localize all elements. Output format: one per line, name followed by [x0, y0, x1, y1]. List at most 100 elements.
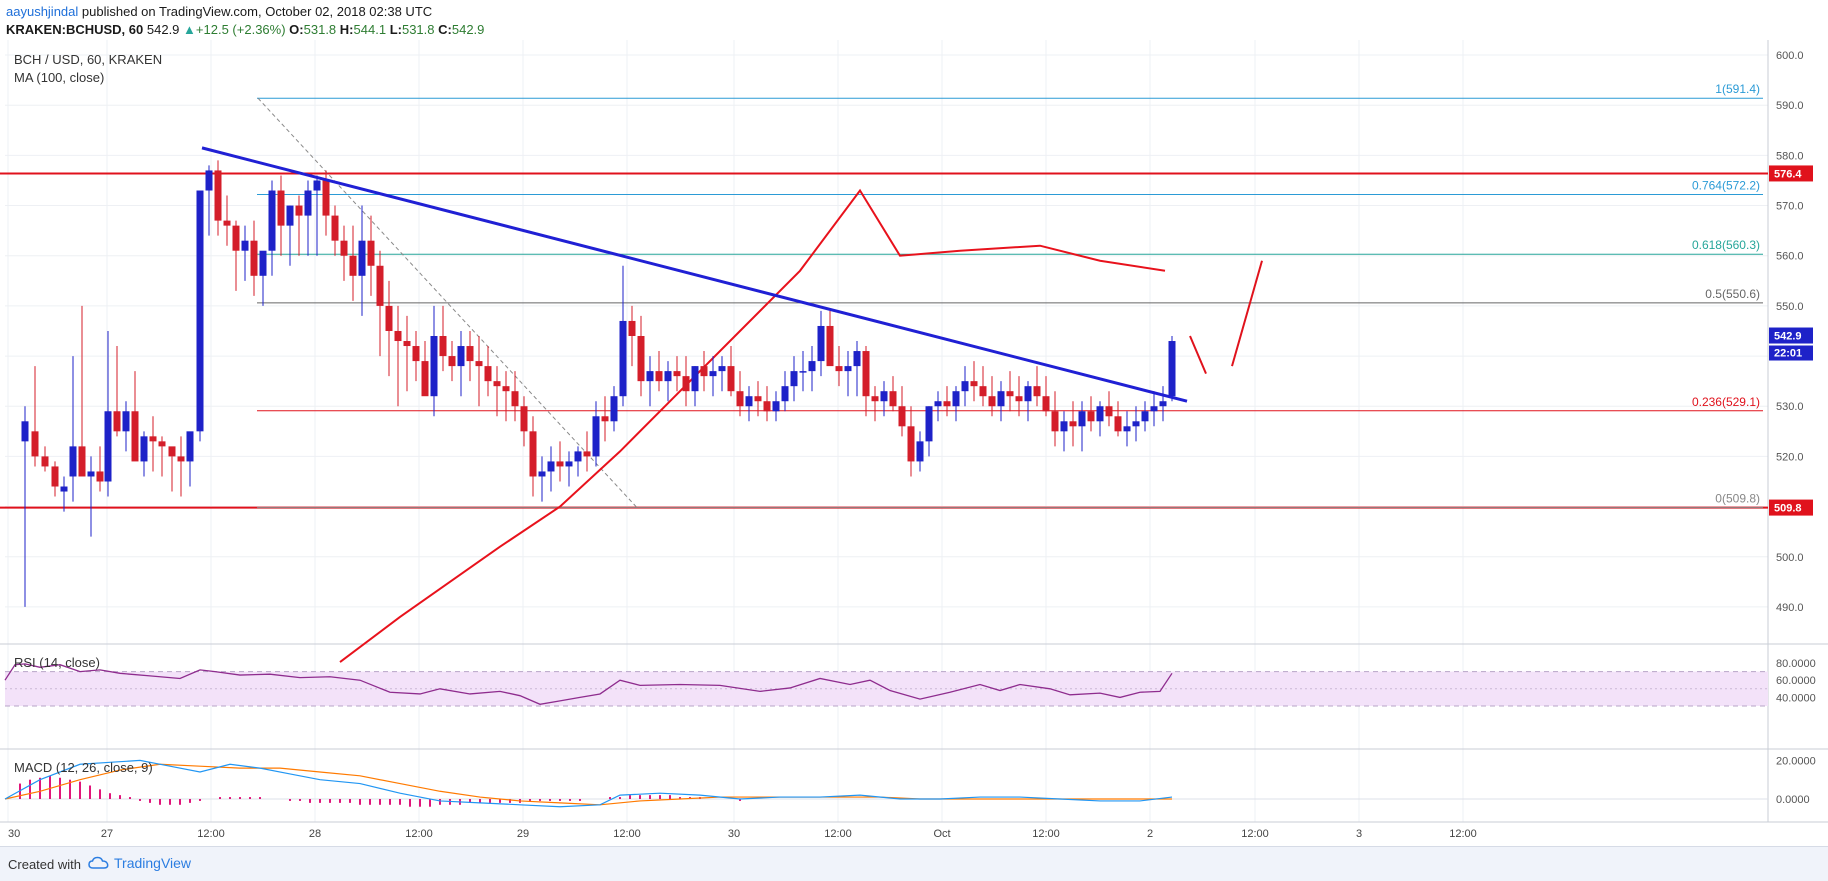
candle-body	[122, 411, 130, 432]
candle-body	[448, 356, 456, 367]
candle-body	[1042, 396, 1050, 412]
high-label: H:	[339, 22, 354, 37]
candle-body	[538, 471, 546, 477]
symbol-label: KRAKEN:BCHUSD, 60	[6, 22, 144, 37]
candle-body	[158, 441, 166, 447]
last-price: 542.9	[146, 22, 180, 37]
candle-body	[916, 441, 924, 462]
published-text: published on TradingView.com, October 02…	[78, 4, 433, 19]
candle-body	[313, 180, 321, 191]
candle-body	[763, 401, 771, 412]
candle-body	[113, 411, 121, 432]
ma-legend: MA (100, close)	[14, 70, 105, 85]
candle-body	[907, 426, 915, 462]
open-label: O:	[289, 22, 304, 37]
close-value: 542.9	[451, 22, 485, 37]
fib-level-label: 0(509.8)	[1715, 492, 1760, 506]
candle-body	[934, 401, 942, 407]
candle-body	[140, 436, 148, 462]
time-tick-label: 3	[1356, 828, 1362, 840]
level-509-badge: 509.8	[1774, 503, 1802, 515]
candle-body	[439, 336, 447, 357]
candle-body	[844, 366, 852, 372]
candle-body	[952, 391, 960, 407]
candle-body	[754, 396, 762, 402]
candle-body	[104, 411, 112, 482]
candle-body	[457, 346, 465, 367]
time-tick-label: 30	[728, 828, 740, 840]
candle-body	[31, 431, 39, 457]
price-change: +12.5 (+2.36%)	[195, 22, 286, 37]
candle-body	[41, 456, 49, 467]
candle-body	[268, 190, 276, 251]
price-tick-label: 530.0	[1776, 401, 1804, 413]
candle-body	[1168, 341, 1176, 397]
candle-body	[979, 386, 987, 397]
candle-body	[214, 170, 222, 221]
price-tick-label: 550.0	[1776, 301, 1804, 313]
candle-body	[637, 336, 645, 382]
candle-body	[565, 461, 573, 467]
footer-bar: Created with TradingView	[0, 846, 1828, 881]
candle-body	[385, 305, 393, 331]
candle-body	[808, 361, 816, 372]
candle-body	[60, 486, 68, 492]
price-chart-svg[interactable]: 600.0590.0580.0570.0560.0550.0540.0530.0…	[0, 0, 1828, 846]
candle-body	[286, 205, 294, 226]
time-tick-label: Oct	[933, 828, 950, 840]
time-tick-label: 27	[101, 828, 113, 840]
time-tick-label: 28	[309, 828, 321, 840]
time-tick-label: 29	[517, 828, 529, 840]
price-tick-label: 600.0	[1776, 50, 1804, 62]
candle-body	[69, 446, 77, 477]
ma100-line	[339, 188, 1166, 663]
candle-body	[493, 381, 501, 387]
fib-level-label: 0.764(572.2)	[1692, 179, 1760, 193]
candle-body	[1141, 411, 1149, 422]
close-label: C:	[438, 22, 452, 37]
fib-diagonal-line	[257, 97, 638, 508]
candle-body	[556, 461, 564, 467]
candle-body	[376, 265, 384, 306]
candle-body	[96, 471, 104, 482]
candle-body	[547, 461, 555, 472]
candle-body	[412, 346, 420, 362]
candle-body	[646, 371, 654, 382]
author-link[interactable]: aayushjindal	[6, 4, 79, 19]
candle-body	[673, 371, 681, 377]
tradingview-logo[interactable]: TradingView	[88, 855, 191, 871]
candle-body	[817, 325, 825, 362]
created-with-text: Created with	[8, 857, 81, 872]
candle-body	[1150, 406, 1158, 412]
candle-body	[1132, 421, 1140, 427]
candle-body	[367, 240, 375, 266]
candle-body	[250, 240, 258, 276]
price-tick-label: 520.0	[1776, 451, 1804, 463]
candle-body	[186, 431, 194, 462]
countdown-label: 22:01	[1774, 348, 1802, 360]
candle-body	[1087, 411, 1095, 422]
fib-level-label: 0.618(560.3)	[1692, 238, 1760, 252]
candle-body	[277, 190, 285, 226]
candle-body	[322, 180, 330, 216]
candle-body	[601, 416, 609, 422]
candle-body	[51, 466, 59, 487]
candle-body	[718, 366, 726, 372]
rsi-legend: RSI (14, close)	[14, 655, 100, 670]
candle-body	[628, 320, 636, 337]
candle-body	[583, 451, 591, 457]
price-tick-label: 590.0	[1776, 100, 1804, 112]
time-tick-label: 12:00	[1241, 828, 1269, 840]
candle-body	[790, 371, 798, 387]
candle-body	[78, 446, 86, 477]
time-tick-label: 2	[1147, 828, 1153, 840]
level-576-badge: 576.4	[1774, 168, 1802, 180]
time-tick-label: 12:00	[824, 828, 852, 840]
candle-body	[1060, 421, 1068, 432]
candle-body	[745, 396, 753, 407]
forecast-arrow	[1189, 335, 1207, 375]
symbol-ohlc: KRAKEN:BCHUSD, 60 542.9 ▲+12.5 (+2.36%) …	[6, 22, 484, 37]
candle-body	[304, 190, 312, 216]
candle-body	[358, 240, 366, 276]
